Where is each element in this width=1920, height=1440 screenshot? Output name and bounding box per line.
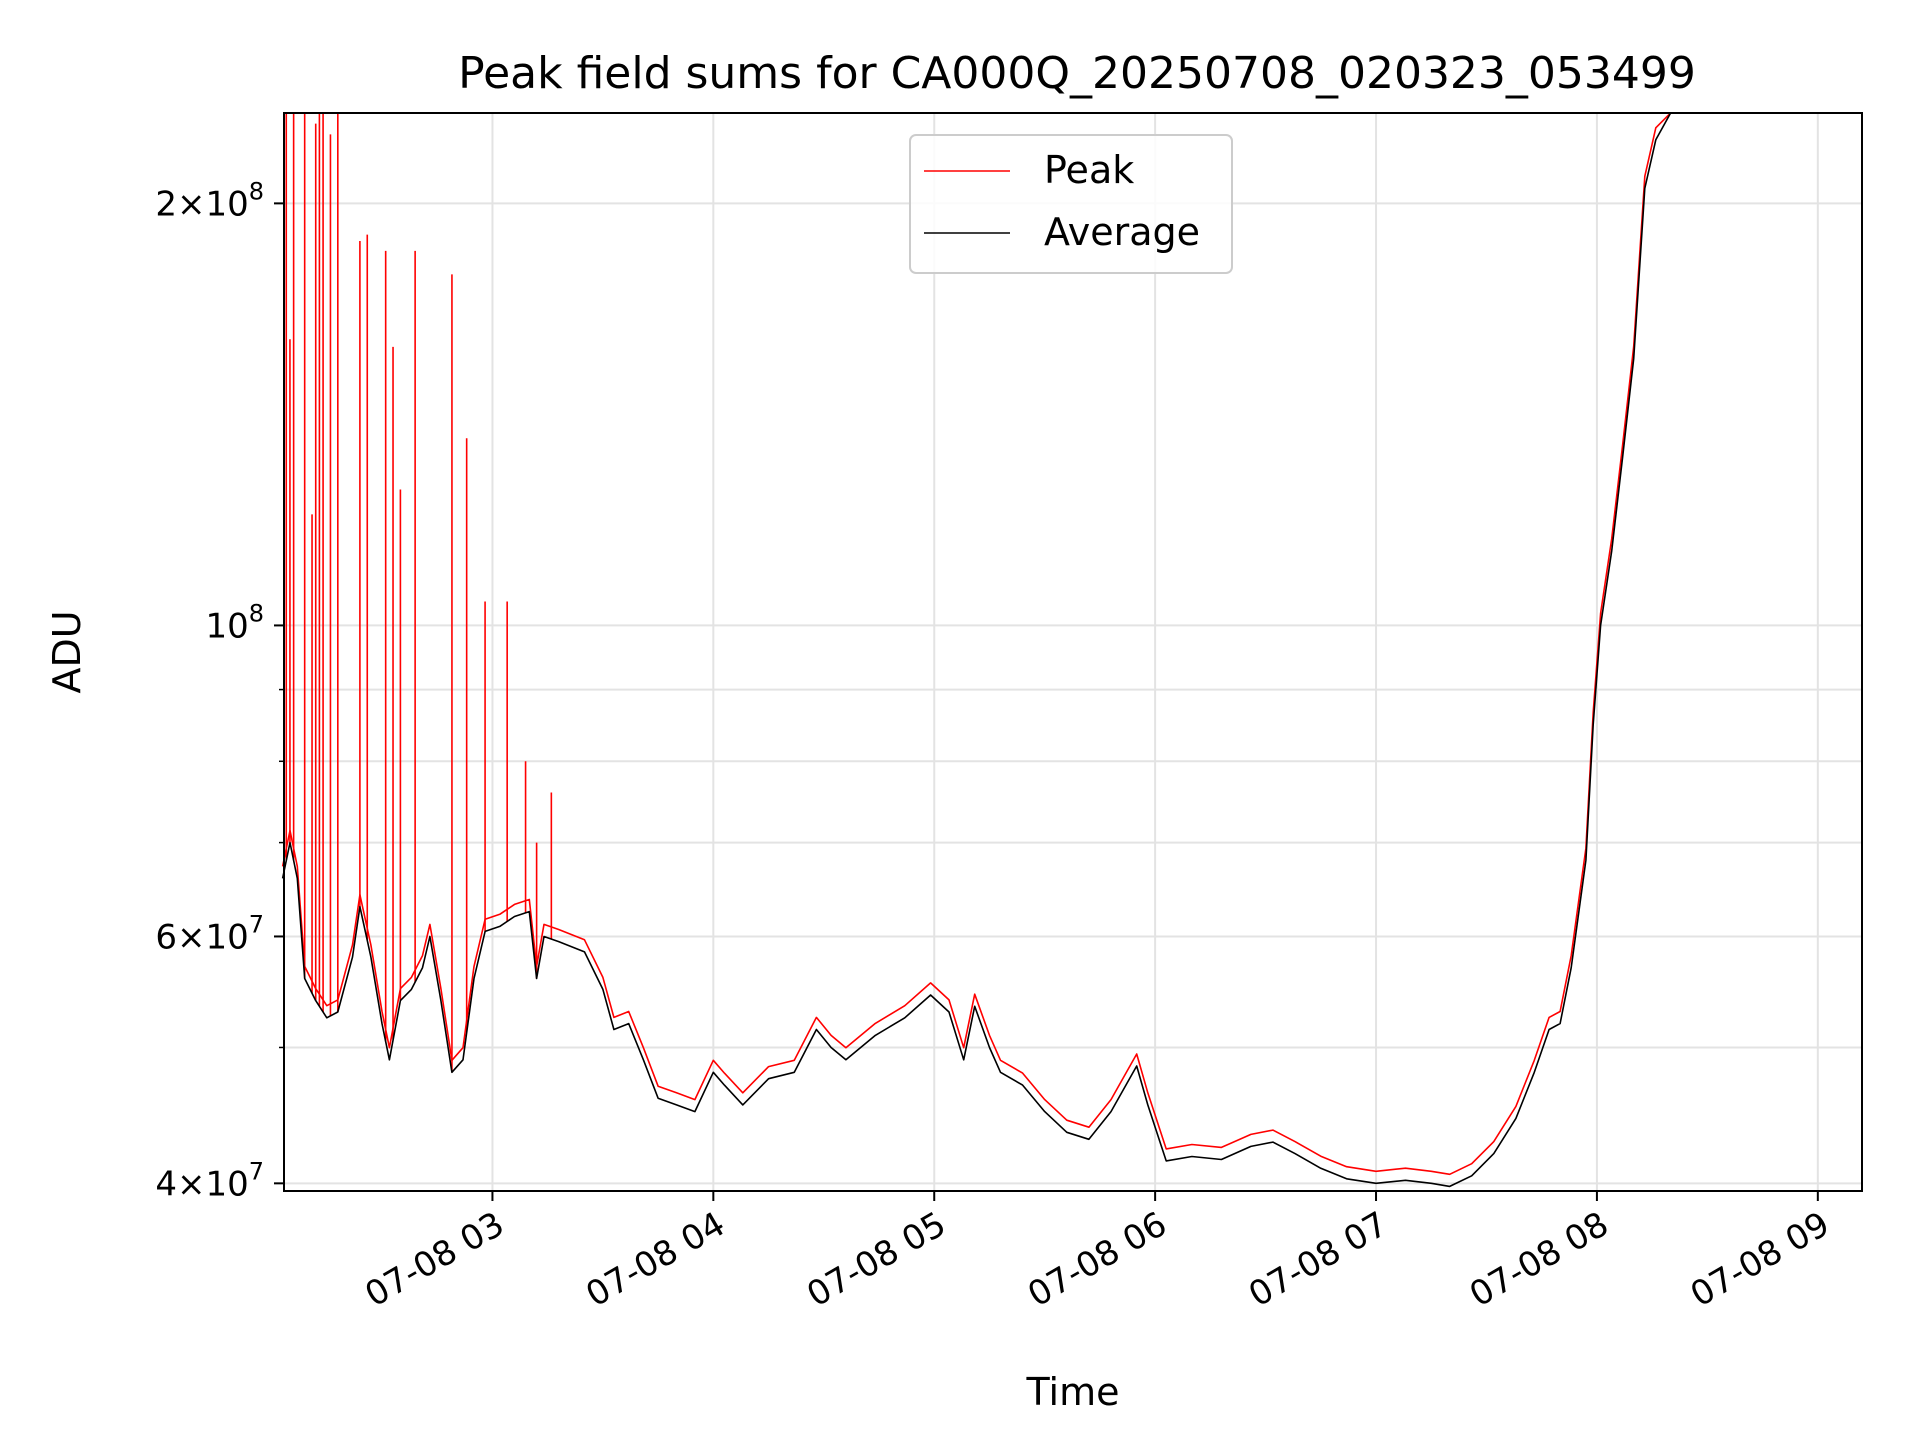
y-tick-label: 4×107 bbox=[155, 1157, 264, 1204]
series-layer bbox=[281, 112, 1672, 1188]
x-axis-label: Time bbox=[1026, 1370, 1120, 1414]
legend-label-average: Average bbox=[1044, 210, 1200, 254]
y-axis-label: ADU bbox=[45, 610, 89, 693]
series-average-line bbox=[281, 112, 1672, 1188]
y-tick-label: 2×108 bbox=[155, 177, 264, 224]
series-peak-line bbox=[281, 112, 1672, 1176]
y-tick-label: 6×107 bbox=[155, 910, 264, 957]
y-tick-label: 108 bbox=[205, 599, 264, 646]
plot-frame bbox=[283, 112, 1863, 1192]
y-axis: 4×107 6×107 108 2×108 bbox=[155, 177, 284, 1204]
chart-title: Peak field sums for CA000Q_20250708_0203… bbox=[458, 48, 1696, 99]
legend-box bbox=[909, 134, 1233, 274]
legend: Peak Average bbox=[909, 134, 1233, 274]
legend-label-peak: Peak bbox=[1044, 148, 1134, 192]
